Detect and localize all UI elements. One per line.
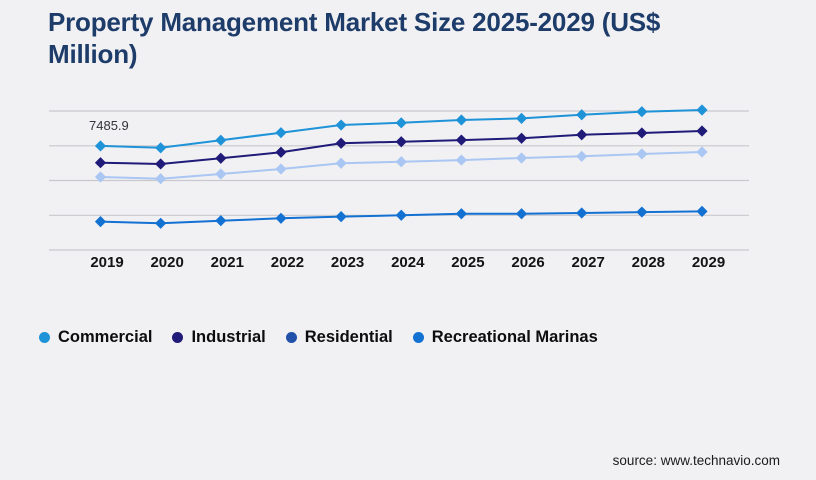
x-axis-label-2023: 2023	[330, 254, 365, 271]
marker-industrial	[94, 157, 107, 169]
marker-recreational-marinas	[275, 212, 287, 224]
data-label-commercial-2019: 7485.9	[89, 118, 129, 133]
x-axis-label-2027: 2027	[571, 254, 605, 271]
marker-industrial	[636, 127, 648, 139]
legend-item-residential: Residential	[285, 328, 393, 347]
legend-label-industrial: Industrial	[191, 328, 266, 346]
marker-commercial	[155, 142, 167, 154]
marker-commercial	[576, 109, 588, 121]
marker-recreational-marinas	[696, 205, 708, 217]
marker-residential	[155, 173, 167, 185]
residential-series-dot-icon	[285, 332, 297, 343]
marker-recreational-marinas	[335, 211, 347, 223]
marker-commercial	[395, 117, 407, 129]
marker-industrial	[515, 132, 528, 144]
marker-recreational-marinas	[94, 216, 107, 228]
marker-commercial	[275, 127, 287, 139]
legend-item-recreational-marinas: Recreational Marinas	[412, 328, 598, 347]
marker-recreational-marinas	[155, 217, 167, 229]
marker-commercial	[215, 134, 227, 146]
legend-label-commercial: Commercial	[58, 328, 153, 346]
source-attribution: source: www.technavio.com	[612, 453, 780, 468]
x-axis-label-2022: 2022	[270, 254, 305, 271]
x-axis-label-2029: 2029	[691, 254, 726, 271]
marker-industrial	[696, 125, 708, 137]
line-chart: 7485.9 2019 2020 2021 2022 2023 2024 2025 2026 2…	[0, 104, 816, 274]
marker-industrial	[455, 134, 467, 146]
x-axis-label-2021: 2021	[210, 254, 244, 271]
marker-recreational-marinas	[215, 215, 227, 227]
x-axis-label-2026: 2026	[511, 254, 545, 271]
marker-residential	[395, 156, 407, 168]
legend-item-commercial: Commercial	[39, 328, 152, 347]
marker-recreational-marinas	[515, 208, 528, 220]
marker-residential	[94, 171, 107, 183]
x-axis-label-2028: 2028	[631, 254, 666, 271]
marker-recreational-marinas	[455, 208, 467, 220]
marker-residential	[215, 168, 227, 180]
marker-industrial	[335, 137, 347, 149]
marker-commercial	[515, 112, 528, 124]
x-axis-label-2024: 2024	[391, 254, 425, 271]
marker-commercial	[636, 106, 648, 118]
recreational-marinas-series-dot-icon	[412, 332, 424, 343]
chart-canvas	[49, 104, 749, 251]
chart-title: Property Management Market Size 2025-202…	[48, 7, 661, 69]
legend-label-recreational-marinas: Recreational Marinas	[431, 328, 598, 346]
marker-industrial	[155, 158, 167, 170]
x-axis-label-2025: 2025	[451, 254, 485, 271]
marker-commercial	[696, 104, 708, 116]
marker-recreational-marinas	[576, 207, 588, 219]
commercial-series-dot-icon	[39, 332, 50, 343]
marker-commercial	[455, 114, 467, 126]
marker-industrial	[275, 146, 287, 158]
marker-recreational-marinas	[636, 206, 648, 218]
legend: Commercial Industrial Residential Recrea…	[39, 328, 598, 347]
marker-residential	[515, 152, 528, 164]
x-axis: 2019 2020 2021 2022 2023 2024 2025 2026 2027 2028…	[0, 254, 816, 274]
legend-item-industrial: Industrial	[172, 328, 266, 347]
marker-recreational-marinas	[395, 209, 407, 221]
marker-residential	[335, 157, 347, 169]
marker-residential	[636, 148, 648, 160]
marker-residential	[696, 146, 708, 158]
marker-residential	[576, 150, 588, 162]
x-axis-label-2019: 2019	[90, 254, 124, 271]
marker-commercial	[335, 119, 347, 131]
marker-industrial	[395, 136, 407, 148]
industrial-series-dot-icon	[172, 332, 184, 343]
legend-label-residential: Residential	[304, 328, 393, 346]
marker-commercial	[94, 140, 107, 152]
marker-residential	[275, 163, 287, 175]
marker-industrial	[576, 129, 588, 141]
marker-industrial	[215, 152, 227, 164]
x-axis-label-2020: 2020	[150, 254, 184, 271]
marker-residential	[455, 154, 467, 166]
